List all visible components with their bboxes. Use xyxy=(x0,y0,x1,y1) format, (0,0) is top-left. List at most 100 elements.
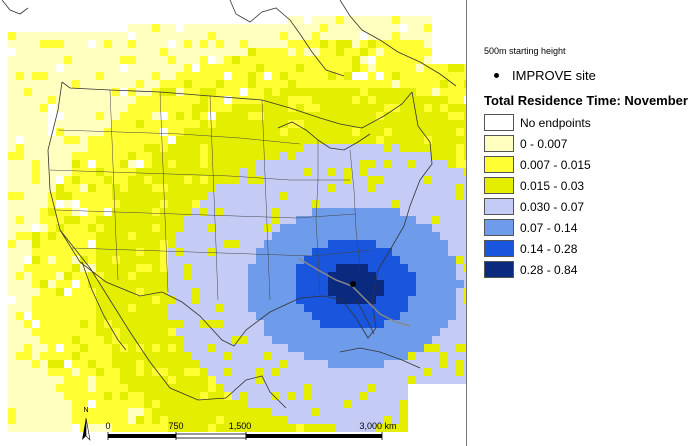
grid-cell xyxy=(280,336,288,344)
grid-cell xyxy=(440,184,448,192)
grid-cell xyxy=(8,176,16,184)
grid-cell xyxy=(152,240,160,248)
grid-cell xyxy=(16,296,24,304)
grid-cell xyxy=(328,392,336,400)
grid-cell xyxy=(112,304,120,312)
grid-cell xyxy=(136,248,144,256)
grid-cell xyxy=(384,224,392,232)
grid-cell xyxy=(352,120,360,128)
grid-cell xyxy=(184,352,192,360)
grid-cell xyxy=(360,248,368,256)
grid-cell xyxy=(40,256,48,264)
grid-cell xyxy=(248,24,256,32)
grid-cell xyxy=(176,104,184,112)
grid-cell xyxy=(200,192,208,200)
grid-cell xyxy=(16,272,24,280)
grid-cell xyxy=(288,368,296,376)
grid-cell xyxy=(136,96,144,104)
grid-cell xyxy=(88,296,96,304)
grid-cell xyxy=(424,72,432,80)
grid-cell xyxy=(312,240,320,248)
grid-cell xyxy=(448,64,456,72)
grid-cell xyxy=(136,64,144,72)
grid-cell xyxy=(136,88,144,96)
grid-cell xyxy=(120,400,128,408)
grid-cell xyxy=(56,208,64,216)
grid-cell xyxy=(416,160,424,168)
grid-cell xyxy=(168,48,176,56)
grid-cell xyxy=(56,144,64,152)
grid-cell xyxy=(376,376,384,384)
grid-cell xyxy=(176,80,184,88)
grid-cell xyxy=(216,176,224,184)
grid-cell xyxy=(80,312,88,320)
grid-cell xyxy=(96,136,104,144)
grid-cell xyxy=(104,232,112,240)
grid-cell xyxy=(432,160,440,168)
grid-cell xyxy=(224,296,232,304)
grid-cell xyxy=(80,176,88,184)
grid-cell xyxy=(344,48,352,56)
grid-cell xyxy=(144,416,152,424)
grid-cell xyxy=(120,384,128,392)
grid-cell xyxy=(320,368,328,376)
grid-cell xyxy=(88,304,96,312)
grid-cell xyxy=(336,32,344,40)
grid-cell xyxy=(128,400,136,408)
grid-cell xyxy=(400,176,408,184)
grid-cell xyxy=(336,152,344,160)
grid-cell xyxy=(184,64,192,72)
grid-cell xyxy=(152,136,160,144)
grid-cell xyxy=(144,392,152,400)
grid-cell xyxy=(368,272,376,280)
grid-cell xyxy=(336,40,344,48)
grid-cell xyxy=(448,328,456,336)
grid-cell xyxy=(296,56,304,64)
grid-cell xyxy=(136,312,144,320)
grid-cell xyxy=(224,272,232,280)
grid-cell xyxy=(392,200,400,208)
grid-cell xyxy=(232,288,240,296)
grid-cell xyxy=(408,24,416,32)
grid-cell xyxy=(392,184,400,192)
grid-cell xyxy=(280,248,288,256)
grid-cell xyxy=(264,376,272,384)
grid-cell xyxy=(264,352,272,360)
grid-cell xyxy=(272,384,280,392)
grid-cell xyxy=(280,152,288,160)
grid-cell xyxy=(376,112,384,120)
grid-cell xyxy=(72,104,80,112)
grid-cell xyxy=(384,184,392,192)
grid-cell xyxy=(456,152,464,160)
grid-cell xyxy=(232,224,240,232)
grid-cell xyxy=(416,304,424,312)
grid-cell xyxy=(176,184,184,192)
starting-height-label: 500m starting height xyxy=(484,46,566,56)
grid-cell xyxy=(400,152,408,160)
grid-cell xyxy=(32,208,40,216)
grid-cell xyxy=(160,272,168,280)
grid-cell xyxy=(400,120,408,128)
grid-cell xyxy=(400,56,408,64)
grid-cell xyxy=(280,56,288,64)
grid-cell xyxy=(400,144,408,152)
grid-cell xyxy=(160,280,168,288)
grid-cell xyxy=(152,160,160,168)
grid-cell xyxy=(368,288,376,296)
grid-cell xyxy=(280,416,288,424)
grid-cell xyxy=(400,352,408,360)
grid-cell xyxy=(304,384,312,392)
grid-cell xyxy=(16,368,24,376)
grid-cell xyxy=(176,240,184,248)
grid-cell xyxy=(56,304,64,312)
grid-cell xyxy=(128,64,136,72)
grid-cell xyxy=(120,392,128,400)
grid-cell xyxy=(272,400,280,408)
grid-cell xyxy=(320,32,328,40)
grid-cell xyxy=(80,384,88,392)
grid-cell xyxy=(360,160,368,168)
grid-cell xyxy=(264,104,272,112)
grid-cell xyxy=(192,152,200,160)
grid-cell xyxy=(360,384,368,392)
